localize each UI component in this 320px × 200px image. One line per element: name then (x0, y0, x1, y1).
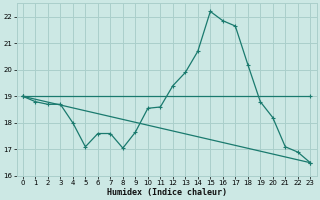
X-axis label: Humidex (Indice chaleur): Humidex (Indice chaleur) (107, 188, 227, 197)
